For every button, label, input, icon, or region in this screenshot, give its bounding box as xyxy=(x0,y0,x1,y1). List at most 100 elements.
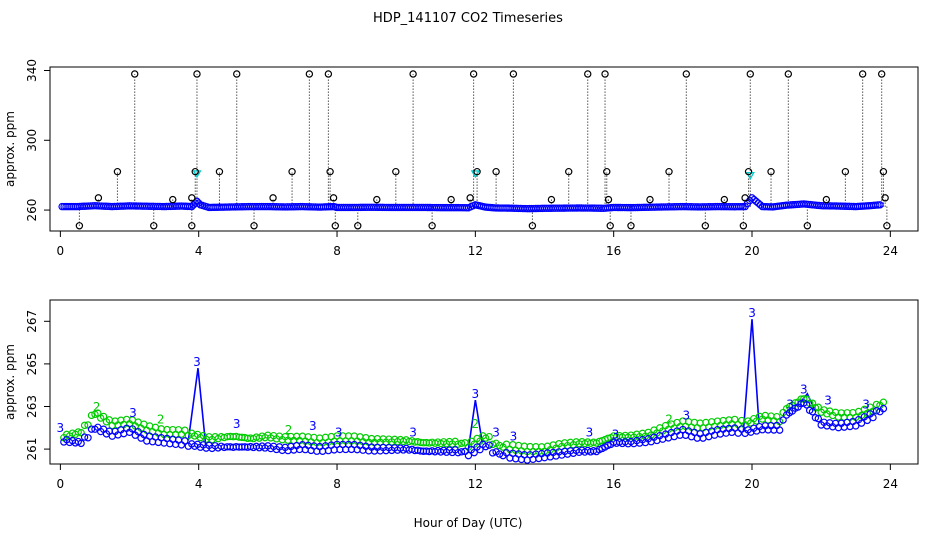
bottom-blue-point xyxy=(879,404,888,413)
bottom-blue-point xyxy=(734,429,742,437)
top-cyan-point xyxy=(745,172,755,180)
x-axis-label: Hour of Day (UTC) xyxy=(414,516,523,530)
top-y-axis-label: approx. ppm xyxy=(3,111,17,187)
top-black-point xyxy=(604,195,613,204)
bottom-blue-point xyxy=(470,448,478,457)
bottom-annotation-3: 3 xyxy=(335,425,343,439)
bottom-blue-point xyxy=(803,401,811,409)
top-blue-point xyxy=(592,204,601,212)
bottom-blue-point xyxy=(482,442,490,451)
top-black-point xyxy=(744,167,753,176)
bottom-green-point xyxy=(181,426,189,434)
top-x-tick-label: 16 xyxy=(606,244,621,258)
bottom-spike-segment xyxy=(187,368,207,445)
bottom-blue-point xyxy=(80,433,89,441)
bottom-spike-line xyxy=(187,319,815,450)
bottom-green-point xyxy=(87,411,96,420)
top-black-point xyxy=(409,70,417,78)
top-black-point xyxy=(741,194,749,202)
bottom-y-axis-label: approx. ppm xyxy=(3,344,17,420)
bottom-annotation-3: 3 xyxy=(748,306,756,320)
bottom-blue-point xyxy=(857,419,866,427)
bottom-annotation-3: 3 xyxy=(682,408,690,422)
top-black-point xyxy=(188,222,196,230)
bottom-annotation-3: 3 xyxy=(800,383,808,397)
top-x-tick-label: 12 xyxy=(468,244,483,258)
top-x-tick-label: 4 xyxy=(195,244,203,258)
top-black-point xyxy=(473,167,481,176)
top-black-point xyxy=(354,222,362,230)
top-black-point xyxy=(492,167,500,176)
bottom-spike-segment xyxy=(742,319,760,433)
bottom-blue-point xyxy=(779,416,787,424)
top-black-point xyxy=(701,222,710,230)
bottom-green-point xyxy=(731,415,739,424)
bottom-y-tick-label: 267 xyxy=(25,310,39,333)
bottom-annotation-3: 3 xyxy=(472,387,480,401)
bottom-y-tick-label: 265 xyxy=(25,352,39,375)
bottom-annotation-3: 3 xyxy=(193,355,201,369)
bottom-annotation-3: 3 xyxy=(309,419,317,433)
bottom-x-tick-label: 8 xyxy=(333,477,341,491)
bottom-blue-point xyxy=(454,448,462,457)
bottom-x-tick-label: 16 xyxy=(606,477,621,491)
bottom-x-tick-label: 0 xyxy=(57,477,65,491)
top-x-tick-label: 8 xyxy=(333,244,341,258)
top-black-point xyxy=(466,194,474,202)
top-black-point xyxy=(877,70,886,78)
bottom-blue-point xyxy=(775,426,784,434)
top-blue-point xyxy=(195,199,203,207)
top-x-tick-label: 24 xyxy=(883,244,898,258)
top-black-point xyxy=(94,194,103,202)
top-blue-point xyxy=(462,204,471,212)
top-black-point xyxy=(447,195,455,204)
top-x-tick-label: 0 xyxy=(57,244,65,258)
bottom-blue-point xyxy=(814,414,822,423)
top-black-point xyxy=(288,167,296,176)
bottom-x-axis: 0 4 8 12 16 20 24 xyxy=(57,464,898,491)
top-y-axis: 260 300 340 xyxy=(25,59,50,222)
top-black-point xyxy=(841,167,850,176)
bottom-annotation-2: 2 xyxy=(157,413,165,427)
top-black-point xyxy=(883,222,891,230)
top-black-point xyxy=(603,167,611,176)
bottom-annotation-3: 3 xyxy=(510,430,518,444)
bottom-annotation-3: 3 xyxy=(129,406,137,420)
bottom-blue-point xyxy=(852,422,860,430)
bottom-blue-point xyxy=(485,441,493,449)
top-y-tick-label: 340 xyxy=(25,59,39,82)
bottom-x-tick-label: 4 xyxy=(195,477,203,491)
top-points xyxy=(58,70,891,230)
top-black-point xyxy=(565,167,573,176)
bottom-annotation-3: 3 xyxy=(786,398,794,412)
bottom-blue-point xyxy=(181,437,189,445)
top-blue-point xyxy=(737,202,745,211)
top-black-point xyxy=(373,195,381,204)
top-black-point xyxy=(193,70,201,78)
bottom-blue-point xyxy=(863,416,871,425)
figure-title: HDP_141107 CO2 Timeseries xyxy=(373,11,563,26)
bottom-annotation-3: 3 xyxy=(233,417,241,431)
top-black-point xyxy=(881,194,889,202)
top-black-point xyxy=(269,194,277,202)
bottom-blue-point xyxy=(464,451,473,460)
top-black-point xyxy=(428,222,436,230)
bottom-annotation-3: 3 xyxy=(824,393,832,407)
top-black-point xyxy=(215,167,224,176)
top-black-point xyxy=(646,195,654,204)
bottom-green-point xyxy=(488,440,497,449)
top-black-point xyxy=(665,167,673,176)
bottom-points xyxy=(60,395,888,464)
bottom-blue-point xyxy=(87,425,96,433)
bottom-annotation-3: 3 xyxy=(409,425,417,439)
bottom-annotation-3: 3 xyxy=(586,425,594,439)
top-black-point xyxy=(767,167,775,176)
top-black-point xyxy=(150,222,158,230)
bottom-green-point xyxy=(80,421,89,430)
bottom-green-point xyxy=(495,441,504,450)
bottom-blue-point xyxy=(495,450,504,458)
bottom-green-point xyxy=(454,440,462,448)
top-black-point xyxy=(113,167,122,176)
top-panel: 0 4 8 12 16 20 24 260 300 340 approx. ppm xyxy=(3,59,919,258)
